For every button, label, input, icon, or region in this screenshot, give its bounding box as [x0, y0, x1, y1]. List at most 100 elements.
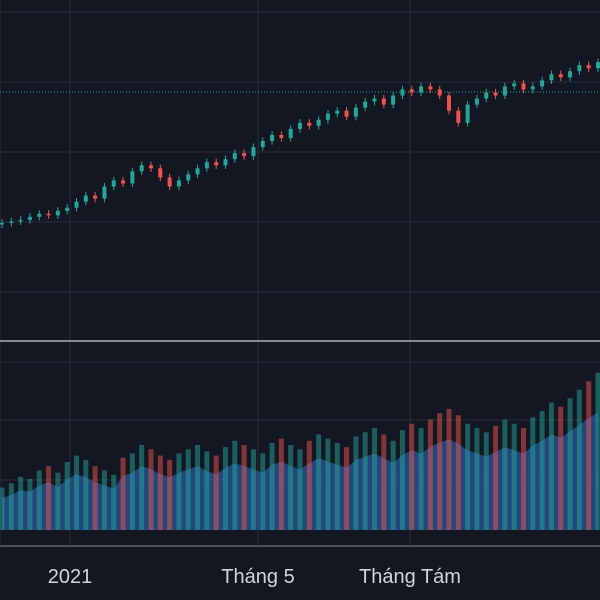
volume-bar: [483, 432, 489, 530]
volume-bar: [74, 455, 79, 530]
volume-bar: [353, 436, 359, 530]
candle-body: [242, 153, 247, 157]
volume-bar: [446, 408, 452, 530]
volume-bar: [334, 442, 340, 530]
volume-bar: [46, 466, 52, 530]
candle-body: [484, 92, 489, 99]
volume-bar: [567, 398, 573, 530]
volume-bar: [418, 428, 424, 530]
volume-bar: [18, 476, 24, 530]
volume-bar: [325, 438, 331, 530]
volume-bar: [372, 428, 377, 530]
volume-bar: [241, 445, 247, 530]
candle-body: [55, 210, 60, 216]
candle-body: [65, 207, 70, 211]
volume-bar: [511, 423, 517, 530]
volume-bar: [148, 449, 154, 530]
time-axis-label-2021: 2021: [47, 566, 93, 588]
candle-body: [586, 65, 591, 69]
candle-body: [288, 128, 293, 138]
volume-bar: [539, 411, 545, 530]
candle-body: [456, 110, 461, 123]
candle-body: [214, 162, 219, 166]
volume-bar: [195, 445, 201, 530]
volume-bar: [530, 417, 536, 530]
candle-body: [465, 104, 470, 123]
candle-body: [204, 162, 209, 169]
candle-body: [381, 98, 386, 105]
volume-bar: [157, 455, 163, 530]
candle-body: [232, 153, 237, 160]
volume-bar: [399, 430, 405, 530]
volume-bar: [558, 406, 564, 530]
volume-bar: [250, 449, 256, 530]
volume-bar: [167, 459, 173, 530]
candle-body: [363, 101, 368, 108]
volume-bar: [101, 470, 107, 530]
candle-body: [540, 80, 545, 87]
candle-body: [335, 110, 340, 114]
volume-bar: [223, 447, 228, 530]
candle-body: [279, 134, 284, 138]
candle-body: [344, 110, 349, 117]
volume-bar: [278, 438, 284, 530]
volume-bar: [595, 372, 600, 530]
candle-body: [372, 98, 377, 102]
candle-body: [149, 165, 153, 169]
candle-body: [502, 86, 507, 96]
candle-body: [549, 74, 554, 81]
volume-bar: [576, 389, 582, 530]
volume-bar: [586, 381, 592, 530]
candle-body: [493, 92, 498, 96]
volume-bar: [36, 470, 42, 530]
volume-bar: [120, 457, 126, 530]
volume-bar: [288, 445, 294, 530]
candle-body: [409, 89, 414, 93]
candle-body: [27, 216, 32, 220]
volume-bar: [176, 453, 182, 530]
volume-bar: [548, 402, 554, 530]
candle-body: [391, 95, 396, 105]
volume-bar: [362, 432, 368, 530]
candle-body: [130, 171, 135, 184]
candle-body: [102, 186, 107, 199]
volume-bar: [344, 447, 350, 530]
candle-body: [270, 134, 275, 141]
volume-bar: [502, 419, 508, 530]
candle-body: [251, 147, 256, 157]
candle-body: [167, 177, 172, 187]
candle-body: [223, 159, 228, 166]
volume-bar: [83, 459, 89, 530]
candle-body: [521, 83, 526, 90]
volume-bar: [139, 445, 145, 530]
candle-body: [37, 213, 42, 217]
candle-body: [558, 74, 563, 78]
volume-bar: [390, 440, 396, 530]
volume-bar: [92, 466, 98, 530]
candle-body: [0, 222, 4, 225]
volume-bar: [213, 455, 219, 530]
volume-bar: [297, 449, 303, 530]
volume-bar: [409, 423, 415, 530]
volume-bar: [437, 413, 443, 530]
candle-body: [530, 86, 535, 90]
candle-body: [121, 180, 126, 184]
candle-body: [158, 168, 163, 178]
volume-bar: [493, 425, 499, 530]
volume-bar: [185, 449, 191, 530]
candle-body: [512, 83, 517, 87]
volume-bar: [8, 483, 14, 530]
volume-bar: [306, 440, 312, 530]
volume-bar: [27, 479, 33, 530]
volume-bar: [204, 451, 210, 530]
volume-bar: [381, 434, 387, 530]
candle-body: [46, 213, 51, 216]
volume-bar: [521, 428, 526, 530]
candle-body: [419, 86, 424, 93]
volume-bar: [232, 440, 238, 530]
time-axis-label-may: Tháng 5: [221, 566, 295, 588]
candle-body: [577, 65, 582, 72]
candle-body: [474, 98, 479, 105]
